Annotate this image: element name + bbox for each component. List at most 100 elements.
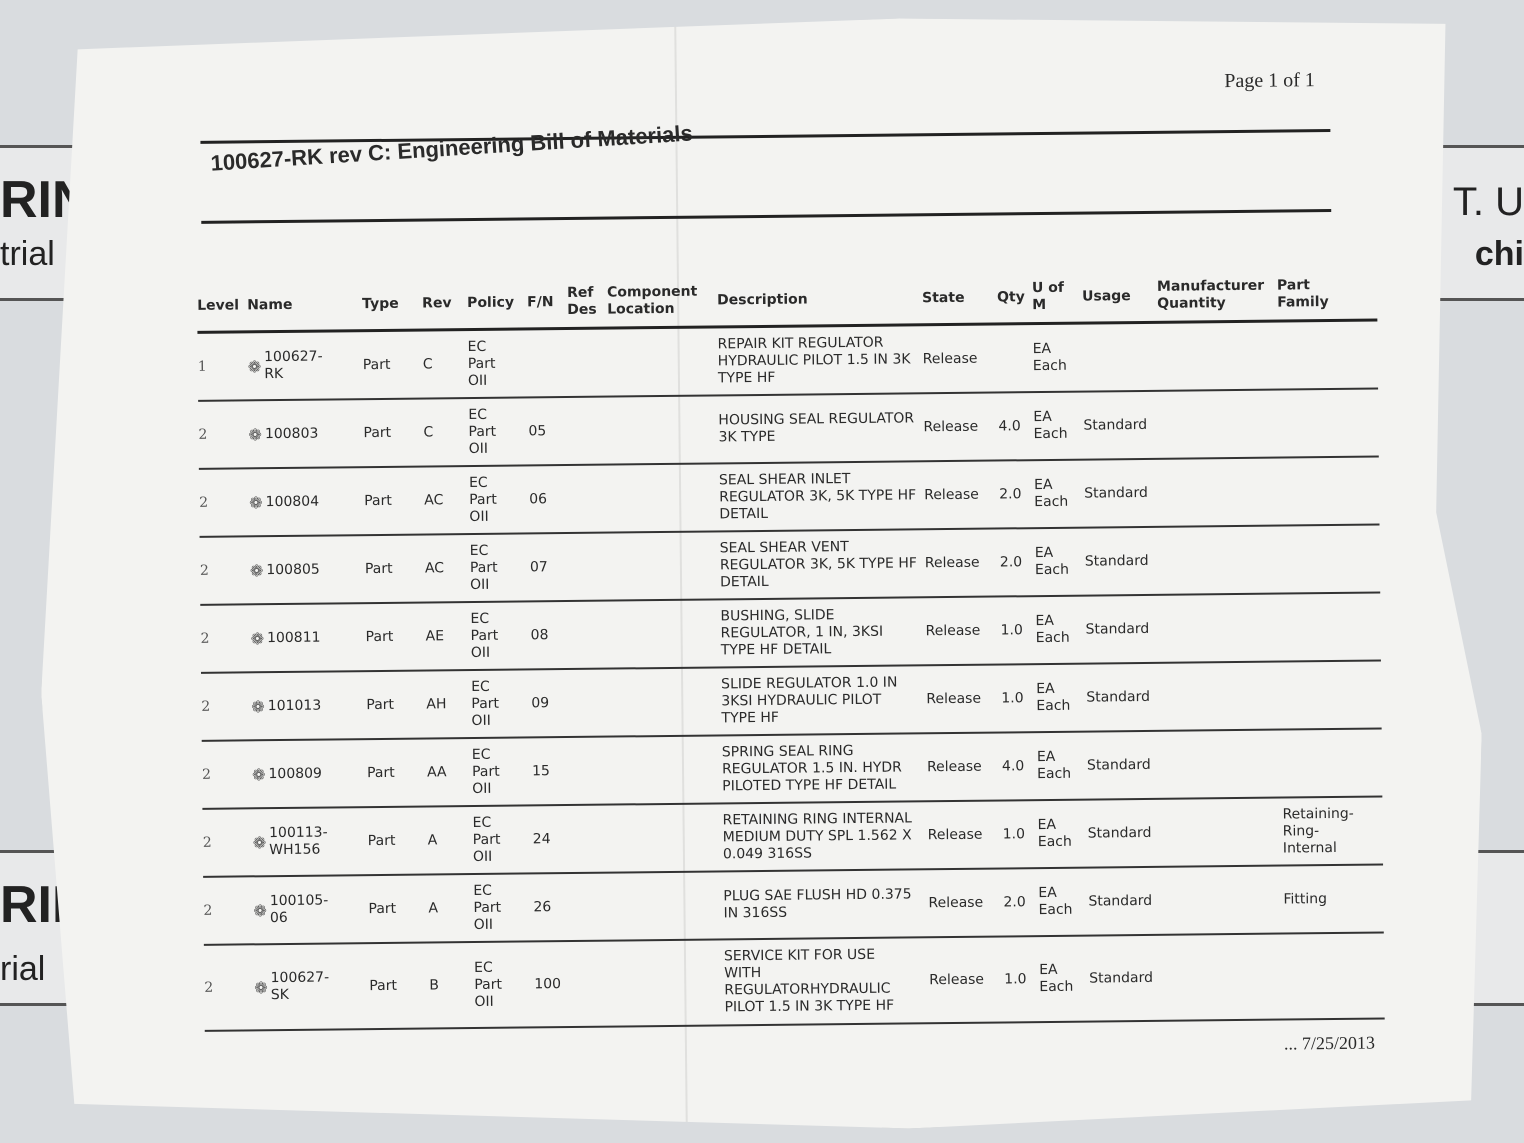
assembly-part-icon: ❁: [249, 560, 264, 580]
assembly-part-icon: ❁: [251, 696, 265, 716]
column-header: F/N: [527, 293, 554, 310]
cell-desc: SEAL SHEAR INLET REGULATOR 3K, 5K TYPE H…: [718, 470, 917, 522]
cell-family: [1278, 355, 1368, 356]
cell-usage: Standard: [1083, 416, 1148, 434]
cell-mfq: [1162, 764, 1282, 765]
cell-type: Part: [368, 900, 397, 917]
cell-usage: Standard: [1089, 969, 1154, 987]
table-row: 2 ❁ 100105- 06 Part A EC Part OII 26 PLUG SAE F…: [203, 865, 1384, 945]
print-date: ... 7/25/2013: [1283, 1032, 1376, 1054]
cell-desc: SEAL SHEAR VENT REGULATOR 3K, 5K TYPE HF…: [719, 538, 917, 590]
cell-level: 2: [199, 562, 209, 579]
column-header: Qty: [997, 288, 1025, 306]
cell-uom: EA Each: [1032, 340, 1067, 375]
cell-level: 2: [199, 494, 209, 511]
cell-fn: 24: [532, 830, 551, 847]
cell-fn: 09: [531, 694, 550, 711]
cell-qty: 4.0: [998, 417, 1021, 434]
cell-family: [1279, 491, 1369, 492]
cell-policy: EC Part OII: [471, 746, 500, 797]
cell-type: Part: [364, 560, 393, 577]
cell-desc: SLIDE REGULATOR 1.0 IN 3KSI HYDRAULIC PI…: [721, 674, 898, 726]
cell-policy: EC Part OII: [473, 882, 502, 933]
cell-mfq: [1161, 628, 1281, 629]
column-header: Policy: [467, 294, 515, 311]
part-name: 101013: [267, 697, 322, 714]
part-name: 100627- RK: [264, 348, 323, 383]
cell-mfq: [1160, 560, 1280, 561]
column-header: Description: [717, 290, 808, 308]
part-name-cell: ❁ 100804: [249, 493, 364, 511]
cell-state: Release: [926, 758, 982, 775]
cell-qty: 1.0: [1004, 970, 1027, 987]
cell-rev: B: [429, 976, 439, 993]
cell-mfq: [1164, 977, 1284, 978]
part-name-cell: ❁ 100105- 06: [253, 892, 368, 927]
cell-rev: AH: [426, 695, 447, 713]
cell-fn: 08: [530, 626, 549, 643]
cell-usage: Standard: [1087, 824, 1152, 842]
bom-table: Level Name Type Rev Policy F/N Ref Des Componen…: [197, 269, 1385, 1032]
cell-family: [1281, 695, 1371, 696]
part-name: 100627- SK: [270, 969, 330, 1004]
cell-policy: EC Part OII: [468, 406, 497, 457]
cell-type: Part: [362, 356, 391, 373]
assembly-part-icon: ❁: [252, 832, 267, 852]
cell-family: Fitting: [1283, 890, 1328, 908]
cell-level: 2: [200, 630, 210, 647]
cell-loc: [608, 361, 718, 362]
column-header: Level: [197, 296, 240, 314]
cell-rev: A: [428, 899, 439, 916]
column-header: Name: [247, 296, 293, 313]
column-header: Type: [362, 295, 399, 312]
cell-usage: Standard: [1084, 552, 1149, 570]
cell-state: Release: [924, 554, 980, 571]
cell-qty: 2.0: [999, 553, 1023, 570]
cell-qty: 1.0: [1001, 689, 1024, 706]
cell-mfq: [1161, 696, 1281, 697]
cell-uom: EA Each: [1038, 884, 1073, 919]
page-number: Page 1 of 1: [1224, 69, 1315, 93]
part-name-cell: ❁ 100805: [250, 561, 365, 579]
cell-uom: EA Each: [1033, 408, 1068, 443]
cell-desc: RETAINING RING INTERNAL MEDIUM DUTY SPL …: [722, 809, 912, 862]
cell-uom: EA Each: [1036, 748, 1072, 783]
cell-rev: A: [427, 831, 438, 848]
cell-family: Retaining- Ring- Internal: [1282, 805, 1354, 857]
assembly-part-icon: ❁: [251, 764, 266, 784]
cell-type: Part: [366, 696, 395, 713]
cell-family: [1282, 763, 1372, 764]
part-name: 100105- 06: [269, 892, 329, 927]
cell-qty: 2.0: [999, 485, 1022, 502]
cell-loc: [612, 769, 722, 770]
part-name: 100805: [266, 561, 320, 578]
table-row: 2 ❁ 100811 Part AE EC Part OII 08 BUSHING, SLID…: [200, 594, 1381, 674]
cell-state: Release: [928, 894, 984, 911]
cell-fn: 05: [528, 422, 547, 439]
column-header: Rev: [422, 294, 452, 312]
cell-usage: Standard: [1086, 756, 1151, 774]
part-name: 100804: [265, 493, 320, 510]
cell-loc: [613, 837, 723, 838]
cell-fn: 26: [533, 898, 552, 915]
background-text: T. U: [1452, 180, 1524, 224]
cell-usage: Standard: [1088, 892, 1153, 910]
part-name: 100811: [266, 629, 321, 646]
cell-type: Part: [364, 492, 392, 509]
part-name-cell: ❁ 100809: [252, 765, 367, 783]
cell-desc: HOUSING SEAL REGULATOR 3K TYPE: [718, 410, 915, 446]
cell-family: [1278, 423, 1368, 424]
column-header: Usage: [1082, 287, 1131, 305]
cell-rev: C: [422, 355, 433, 373]
cell-state: Release: [926, 690, 982, 707]
table-row: 1 ❁ 100627- RK Part C EC Part OII REPAIR KIT R…: [197, 322, 1378, 402]
cell-loc: [610, 565, 720, 566]
cell-policy: EC Part OII: [471, 678, 500, 729]
cell-type: Part: [363, 424, 392, 441]
divider: [201, 209, 1331, 224]
cell-usage: [1083, 357, 1158, 358]
column-header: Part Family: [1276, 277, 1329, 311]
cell-loc: [613, 905, 723, 906]
table-row: 2 ❁ 100803 Part C EC Part OII 05 HOUSING SEAL R…: [198, 390, 1379, 470]
cell-usage: Standard: [1085, 620, 1150, 638]
